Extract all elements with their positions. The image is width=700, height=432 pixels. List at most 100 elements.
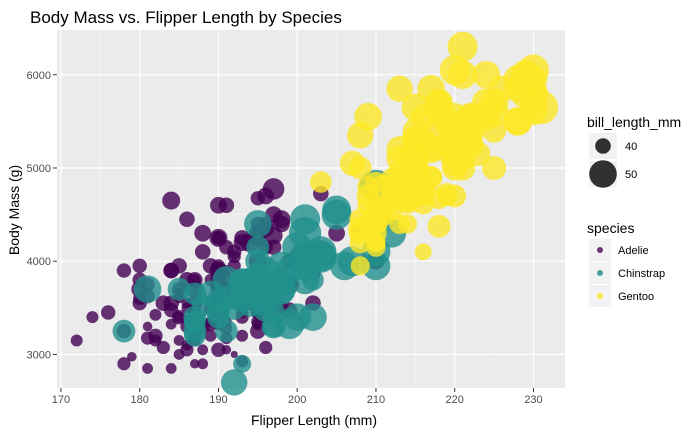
data-point — [197, 344, 209, 356]
data-point — [418, 118, 444, 144]
size-legend-marker — [595, 138, 611, 154]
data-point — [380, 199, 403, 221]
data-point — [218, 197, 235, 214]
data-point — [112, 319, 136, 343]
data-point — [194, 244, 211, 260]
size-legend-label: 40 — [625, 141, 637, 153]
data-point — [310, 171, 332, 193]
data-point — [165, 363, 177, 374]
y-axis-title: Body Mass (g) — [6, 165, 22, 255]
data-point — [133, 275, 162, 303]
data-point — [194, 224, 212, 242]
x-tick-label: 210 — [367, 394, 385, 406]
y-tick-label: 4000 — [27, 256, 51, 268]
data-point — [304, 240, 338, 273]
data-point — [162, 191, 181, 210]
chart-title: Body Mass vs. Flipper Length by Species — [30, 8, 342, 27]
data-point — [236, 329, 249, 342]
data-point — [228, 268, 256, 296]
color-legend-label: Adelie — [618, 245, 649, 257]
size-legend-marker — [589, 160, 617, 188]
data-point — [447, 31, 478, 62]
x-tick-label: 170 — [52, 394, 70, 406]
data-point — [401, 93, 430, 122]
data-point — [190, 358, 200, 369]
data-point — [448, 60, 478, 90]
data-point — [211, 231, 226, 245]
data-point — [436, 182, 458, 205]
data-point — [488, 75, 516, 102]
data-point — [140, 331, 155, 345]
size-legend-title: bill_length_mm — [587, 114, 681, 130]
color-legend-marker — [597, 247, 603, 253]
x-axis-title: Flipper Length (mm) — [251, 412, 377, 428]
data-point — [366, 232, 386, 253]
y-tick-label: 3000 — [27, 349, 51, 361]
data-point — [348, 156, 372, 180]
color-legend-label: Chinstrap — [618, 268, 665, 280]
data-point — [214, 319, 238, 343]
data-point — [197, 358, 209, 370]
data-point — [204, 329, 217, 342]
y-tick-label: 5000 — [27, 163, 51, 175]
data-point — [290, 204, 321, 235]
data-point — [117, 357, 131, 371]
axes: 170 180 190 200 210 220 230 3000 4000 5000 6000 — [27, 70, 543, 406]
data-points — [70, 31, 559, 396]
data-point — [350, 256, 370, 276]
data-point — [354, 102, 382, 131]
data-point — [230, 350, 238, 359]
x-tick-label: 190 — [209, 394, 227, 406]
data-point — [179, 211, 195, 228]
data-point — [321, 199, 352, 230]
data-point — [227, 244, 242, 260]
data-point — [70, 334, 83, 347]
data-point — [328, 224, 345, 242]
data-point — [132, 258, 147, 274]
color-legend-marker — [597, 293, 603, 299]
data-point — [233, 354, 252, 373]
data-point — [396, 180, 419, 203]
data-point — [180, 343, 194, 357]
data-point — [267, 268, 296, 296]
data-point — [86, 311, 99, 324]
data-point — [397, 214, 418, 234]
color-legend-title: species — [587, 220, 634, 236]
data-point — [365, 197, 387, 218]
data-point — [259, 340, 273, 355]
x-tick-label: 230 — [524, 394, 542, 406]
data-point — [142, 363, 153, 374]
data-point — [519, 65, 548, 94]
data-point — [262, 178, 285, 200]
series-gentoo — [310, 31, 559, 276]
color-legend-marker — [597, 270, 603, 276]
data-point — [262, 301, 285, 324]
data-point — [221, 369, 248, 396]
data-point — [520, 98, 547, 126]
data-point — [457, 117, 484, 144]
data-point — [414, 243, 432, 261]
data-point — [211, 342, 226, 357]
data-point — [482, 155, 507, 180]
x-tick-label: 220 — [446, 394, 464, 406]
data-point — [234, 230, 250, 246]
data-point — [164, 302, 179, 318]
data-point — [163, 262, 180, 279]
data-point — [100, 305, 116, 320]
data-point — [142, 321, 153, 332]
data-point — [173, 335, 185, 346]
data-point — [197, 280, 224, 308]
data-point — [221, 344, 232, 355]
data-point — [244, 210, 272, 238]
data-point — [156, 340, 170, 355]
size-legend-label: 50 — [625, 169, 637, 181]
data-point — [245, 248, 271, 274]
x-tick-label: 180 — [131, 394, 149, 406]
data-point — [386, 75, 413, 102]
data-point — [386, 136, 413, 163]
x-tick-label: 200 — [288, 394, 306, 406]
y-tick-label: 6000 — [27, 70, 51, 82]
data-point — [479, 97, 509, 127]
data-point — [419, 137, 444, 162]
